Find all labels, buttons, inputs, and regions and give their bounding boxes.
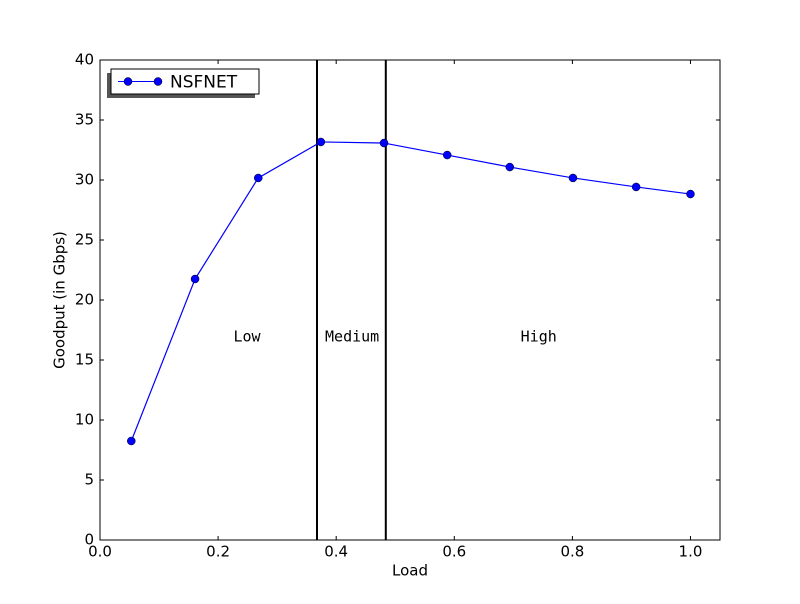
annotation: Medium (325, 328, 379, 346)
x-tick-label: 1.0 (679, 543, 703, 561)
y-tick-label: 0 (84, 531, 94, 549)
legend-label: NSFNET (170, 73, 238, 93)
y-tick-label: 40 (75, 51, 94, 69)
y-tick-label: 20 (75, 291, 94, 309)
y-tick-label: 30 (75, 171, 94, 189)
series-line (130, 141, 691, 442)
data-point (379, 138, 389, 148)
x-axis-label: Load (392, 562, 428, 580)
x-tick-label: 0.4 (324, 543, 348, 561)
data-point (631, 182, 641, 192)
legend-marker (123, 77, 133, 86)
data-point (316, 137, 326, 147)
legend-marker (153, 77, 163, 86)
plot-frame (99, 59, 721, 541)
y-tick-label: 15 (75, 351, 94, 369)
y-axis-label: Goodput (in Gbps) (51, 231, 69, 369)
data-point (253, 173, 263, 183)
x-tick-label: 0.2 (206, 543, 230, 561)
data-point (505, 162, 515, 172)
data-point (686, 189, 695, 199)
x-tick-label: 0.8 (560, 543, 584, 561)
annotation: Low (233, 328, 261, 346)
x-tick-label: 0.0 (88, 543, 112, 561)
y-tick-label: 10 (75, 411, 94, 429)
y-tick-label: 25 (75, 231, 94, 249)
x-tick-label: 0.6 (442, 543, 466, 561)
data-point (127, 436, 136, 446)
data-point (190, 274, 200, 284)
annotation: High (521, 328, 557, 346)
data-point (568, 173, 578, 183)
y-tick-label: 35 (75, 111, 94, 129)
data-point (442, 150, 452, 160)
legend-box (110, 68, 260, 95)
y-tick-label: 5 (84, 471, 94, 489)
